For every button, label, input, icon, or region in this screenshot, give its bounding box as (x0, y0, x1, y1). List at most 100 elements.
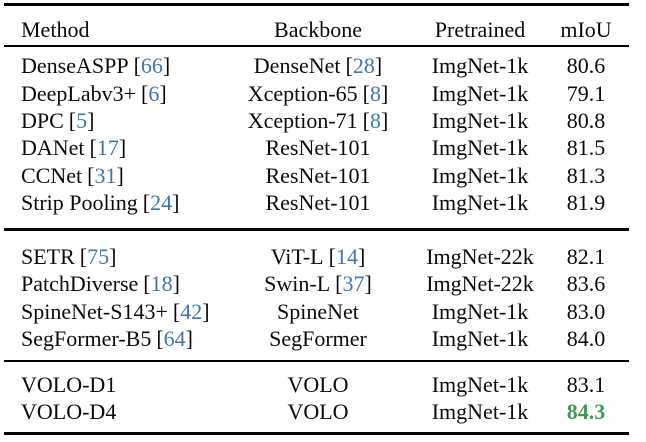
backbone-label: DenseNet (253, 53, 341, 79)
method-citation-link[interactable]: [17] (90, 135, 127, 160)
citation-number[interactable]: 31 (94, 162, 117, 188)
table-group-transformer-methods: SETR [75] ViT-L [14] ImgNet-22k 82.1 Patch… (4, 231, 629, 360)
bracket-open: [ (328, 243, 336, 269)
bracket-close: ] (380, 108, 389, 134)
citation-number[interactable]: 8 (369, 108, 381, 134)
table-row: CCNet [31] ResNet-101 ImgNet-1k 81.3 (4, 162, 629, 189)
citation-number[interactable]: 8 (369, 80, 381, 106)
backbone-citation-link[interactable]: [8] (363, 108, 389, 133)
miou-cell: 81.9 (566, 190, 606, 216)
pretrained-cell: ImgNet-1k (431, 298, 529, 324)
method-citation-link[interactable]: [6] (141, 81, 167, 106)
backbone-label: SpineNet (277, 298, 359, 324)
bracket-close: ] (162, 53, 171, 79)
citation-number[interactable]: 75 (87, 243, 110, 269)
backbone-cell: SegFormer (224, 326, 412, 352)
bracket-close: ] (116, 162, 124, 188)
table-top-rule (4, 3, 629, 6)
bracket-open: [ (156, 326, 164, 352)
bracket-close: ] (172, 190, 180, 216)
bracket-close: ] (364, 271, 372, 297)
method-citation-link[interactable]: [18] (143, 271, 180, 296)
table-row: DANet [17] ResNet-101 ImgNet-1k 81.5 (4, 135, 629, 162)
bracket-open: [ (335, 271, 343, 297)
method-label: DenseASPP (21, 53, 129, 79)
citation-number[interactable]: 24 (150, 190, 173, 216)
pretrained-cell: ImgNet-1k (431, 190, 529, 216)
miou-cell: 83.6 (566, 271, 606, 297)
method-citation-link[interactable]: [66] (134, 53, 171, 78)
backbone-citation-link[interactable]: [8] (363, 81, 389, 106)
table-row: VOLO-D1 VOLO ImgNet-1k 83.1 (4, 371, 629, 398)
miou-cell: 84.0 (566, 326, 606, 352)
group-divider-rule-2 (4, 359, 629, 363)
bracket-open: [ (143, 271, 151, 297)
backbone-citation-link[interactable]: [37] (335, 271, 372, 296)
method-citation-link[interactable]: [31] (87, 163, 124, 188)
method-citation-link[interactable]: [75] (80, 244, 117, 269)
backbone-cell: ResNet-101 (224, 135, 412, 161)
method-cell: VOLO-D4 (4, 399, 224, 425)
bracket-open: [ (172, 298, 181, 324)
bracket-open: [ (345, 53, 353, 79)
backbone-label: Xception-71 (247, 108, 358, 134)
method-label: PatchDiverse (21, 271, 139, 297)
method-label: Strip Pooling (21, 190, 138, 216)
method-label: SpineNet-S143+ (21, 298, 168, 324)
backbone-citation-link[interactable]: [14] (329, 244, 366, 269)
miou-cell: 80.6 (566, 53, 606, 79)
citation-number[interactable]: 5 (76, 108, 88, 134)
citation-number[interactable]: 14 (335, 243, 358, 269)
table-row: DenseASPP [66] DenseNet [28] ImgNet-1k 80.… (4, 53, 629, 80)
citation-number[interactable]: 42 (180, 298, 203, 324)
header-pretrained: Pretrained (434, 16, 526, 42)
bracket-close: ] (185, 326, 193, 352)
backbone-cell: SpineNet (224, 299, 412, 325)
table-group-cnn-methods: DenseASPP [66] DenseNet [28] ImgNet-1k 80.… (4, 47, 629, 228)
method-cell: DenseASPP [66] (4, 53, 224, 79)
bracket-open: [ (89, 135, 97, 161)
bracket-close: ] (202, 298, 210, 324)
method-citation-link[interactable]: [42] (173, 299, 210, 324)
backbone-label: ResNet-101 (265, 135, 371, 161)
method-cell: PatchDiverse [18] (4, 271, 224, 297)
citation-number[interactable]: 64 (163, 326, 186, 352)
bracket-close: ] (159, 80, 167, 106)
backbone-cell: ViT-L [14] (224, 244, 412, 270)
table-row: SpineNet-S143+ [42] SpineNet ImgNet-1k 83… (4, 298, 629, 325)
citation-number[interactable]: 6 (148, 80, 160, 106)
bracket-open: [ (362, 108, 370, 134)
method-citation-link[interactable]: [64] (156, 326, 193, 351)
citation-number[interactable]: 18 (150, 271, 173, 297)
backbone-citation-link[interactable]: [28] (346, 53, 383, 78)
table-row: DeepLabv3+ [6] Xception-65 [8] ImgNet-1k 7… (4, 80, 629, 107)
backbone-label: SegFormer (269, 326, 367, 352)
bracket-open: [ (142, 190, 151, 216)
miou-cell: 82.1 (566, 243, 606, 269)
table-row: VOLO-D4 VOLO ImgNet-1k 84.3 (4, 399, 629, 426)
pretrained-cell: ImgNet-1k (431, 108, 529, 134)
method-cell: Strip Pooling [24] (4, 190, 224, 216)
citation-number[interactable]: 66 (140, 53, 163, 79)
method-cell: VOLO-D1 (4, 372, 224, 398)
citation-number[interactable]: 37 (342, 271, 365, 297)
bracket-close: ] (87, 108, 95, 134)
pretrained-cell: ImgNet-1k (431, 399, 529, 425)
backbone-label: ResNet-101 (265, 190, 371, 216)
backbone-label: ViT-L (270, 243, 324, 269)
miou-cell: 83.0 (566, 298, 606, 324)
bracket-open: [ (79, 243, 88, 269)
method-label: DPC (21, 108, 64, 134)
backbone-label: ResNet-101 (265, 162, 371, 188)
method-citation-link[interactable]: [24] (143, 190, 180, 215)
bracket-close: ] (380, 80, 389, 106)
method-citation-link[interactable]: [5] (69, 108, 95, 133)
pretrained-cell: ImgNet-1k (431, 135, 529, 161)
header-method: Method (21, 16, 90, 42)
pretrained-cell: ImgNet-1k (431, 326, 529, 352)
header-divider-rule (4, 44, 629, 48)
citation-number[interactable]: 17 (96, 135, 119, 161)
citation-number[interactable]: 28 (352, 53, 375, 79)
backbone-cell: ResNet-101 (224, 163, 412, 189)
